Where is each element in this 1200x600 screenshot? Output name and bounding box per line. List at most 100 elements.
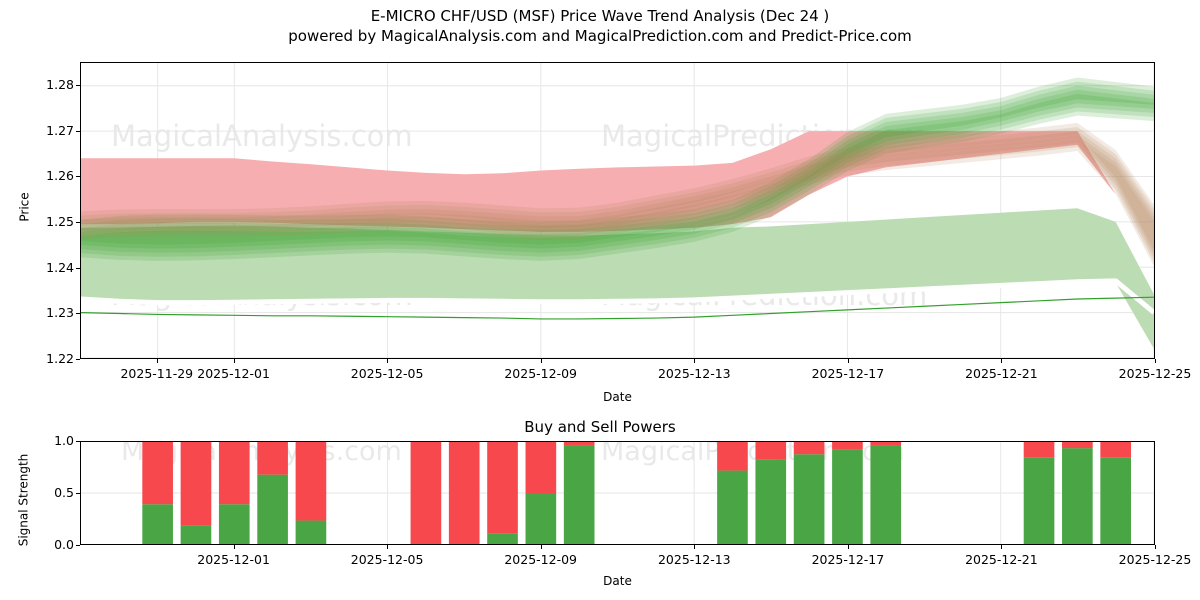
resistance-band-area: [81, 131, 1154, 232]
main-x-tick-label: 2025-12-21: [965, 366, 1038, 381]
sell-power-bar[interactable]: [717, 442, 748, 471]
main-y-tick-mark: [76, 84, 80, 86]
main-x-tick-mark: [540, 359, 542, 363]
price-wave-svg: [81, 63, 1154, 358]
buy-power-bar[interactable]: [563, 445, 595, 544]
main-x-tick-label: 2025-12-17: [811, 366, 885, 381]
sell-power-bar[interactable]: [448, 442, 480, 544]
power-x-tick-label: 2025-12-01: [197, 552, 270, 567]
main-y-tick-label: 1.24: [46, 259, 74, 275]
sell-power-bar[interactable]: [755, 442, 787, 460]
power-x-tick-mark: [387, 545, 389, 549]
main-x-tick-mark: [387, 359, 389, 363]
power-x-tick-mark: [694, 545, 696, 549]
power-x-tick-label: 2025-12-09: [504, 552, 578, 567]
buy-power-bar[interactable]: [525, 493, 557, 544]
sell-power-bar[interactable]: [870, 442, 902, 446]
power-x-tick-mark: [1155, 545, 1156, 549]
buy-power-bar[interactable]: [870, 445, 902, 544]
main-y-tick-label: 1.26: [46, 168, 74, 184]
sell-power-bar[interactable]: [563, 442, 595, 446]
brown-wave-band-layer-3: [81, 126, 1154, 255]
page-title: E-MICRO CHF/USD (MSF) Price Wave Trend A…: [370, 7, 830, 25]
buy-power-bar[interactable]: [1100, 457, 1132, 544]
buy-sell-powers-svg: [81, 442, 1154, 544]
main-x-tick-mark: [1155, 359, 1156, 363]
main-chart-x-axis-label: Date: [603, 390, 632, 404]
green-trend-line: [81, 296, 1154, 320]
sell-power-bar[interactable]: [793, 442, 825, 455]
power-y-tick-mark: [76, 441, 80, 442]
sell-power-bar[interactable]: [295, 442, 327, 521]
chart-title-block: E-MICRO CHF/USD (MSF) Price Wave Trend A…: [0, 6, 1200, 46]
main-y-tick-mark: [76, 267, 80, 269]
main-x-tick-mark: [233, 359, 235, 363]
power-x-tick-mark: [847, 545, 849, 549]
support-band-area: [81, 208, 1154, 349]
main-x-tick-label: 2025-12-13: [657, 366, 731, 381]
main-y-tick-mark: [76, 313, 80, 315]
green-wave-band-layer-1: [81, 89, 1154, 257]
buy-power-bar[interactable]: [295, 520, 327, 544]
sell-power-bar[interactable]: [218, 442, 250, 505]
main-x-tick-label: 2025-12-05: [350, 366, 424, 381]
green-wave-band-layer-3: [81, 81, 1154, 249]
green-wave-band-layer-0: [81, 93, 1154, 261]
power-x-tick-label: 2025-12-13: [657, 552, 731, 567]
brown-wave-band-layer-0: [81, 139, 1154, 267]
main-x-tick-mark: [156, 359, 158, 363]
main-y-tick-label: 1.25: [46, 213, 74, 229]
power-y-tick-label: 0.0: [54, 537, 74, 552]
buy-power-bar[interactable]: [755, 459, 787, 544]
main-y-tick-label: 1.27: [46, 122, 74, 138]
buy-power-bar[interactable]: [1023, 457, 1055, 544]
main-x-tick-mark: [847, 359, 849, 363]
power-chart-y-axis-label: Signal Strength: [16, 453, 31, 547]
power-x-tick-mark: [1001, 545, 1003, 549]
sell-power-bar[interactable]: [410, 442, 442, 544]
green-wave-band-layer-4: [81, 77, 1154, 245]
power-chart-title: Buy and Sell Powers: [524, 418, 676, 436]
power-x-tick-label: 2025-12-21: [965, 552, 1038, 567]
main-y-tick-mark: [76, 176, 80, 178]
buy-sell-powers-plot-area: MagicalAnalysis.com MagicalPrediction.co…: [80, 441, 1155, 545]
power-chart-x-axis-label: Date: [603, 574, 632, 588]
buy-power-bar[interactable]: [487, 533, 518, 544]
price-wave-plot-area: MagicalAnalysis.com MagicalPrediction.co…: [80, 62, 1155, 359]
brown-wave-band-layer-1: [81, 135, 1154, 263]
sell-power-bar[interactable]: [832, 442, 863, 450]
power-x-tick-mark: [233, 545, 235, 549]
sell-power-bar[interactable]: [180, 442, 212, 526]
buy-power-bar[interactable]: [832, 449, 863, 544]
buy-power-bar[interactable]: [257, 474, 288, 544]
main-y-tick-label: 1.22: [46, 351, 74, 366]
green-wave-band-layer-2: [81, 85, 1154, 253]
white-midline: [81, 278, 1154, 315]
power-x-tick-label: 2025-12-17: [811, 552, 885, 567]
main-y-tick-mark: [76, 359, 80, 360]
buy-power-bar[interactable]: [218, 504, 250, 544]
sell-power-bar[interactable]: [487, 442, 518, 534]
main-x-tick-mark: [1001, 359, 1003, 363]
main-chart-y-axis-label: Price: [17, 192, 32, 222]
sell-power-bar[interactable]: [1062, 442, 1093, 449]
power-x-tick-mark: [540, 545, 542, 549]
sell-power-bar[interactable]: [142, 442, 173, 505]
buy-power-bar[interactable]: [180, 525, 212, 544]
buy-power-bar[interactable]: [142, 504, 173, 544]
power-y-tick-label: 1.0: [54, 433, 74, 448]
sell-power-bar[interactable]: [1100, 442, 1132, 458]
main-y-tick-label: 1.23: [46, 305, 74, 321]
buy-power-bar[interactable]: [717, 470, 748, 544]
buy-power-bar[interactable]: [1062, 448, 1093, 544]
main-x-tick-label: 2025-12-25: [1118, 366, 1192, 381]
main-x-tick-mark: [694, 359, 696, 363]
buy-power-bar[interactable]: [793, 454, 825, 544]
sell-power-bar[interactable]: [525, 442, 557, 493]
power-y-tick-mark: [76, 493, 80, 494]
sell-power-bar[interactable]: [1023, 442, 1055, 458]
power-y-tick-mark: [76, 545, 80, 546]
sell-power-bar[interactable]: [257, 442, 288, 475]
power-x-tick-label: 2025-12-05: [350, 552, 424, 567]
main-x-tick-label: 2025-12-09: [504, 366, 578, 381]
